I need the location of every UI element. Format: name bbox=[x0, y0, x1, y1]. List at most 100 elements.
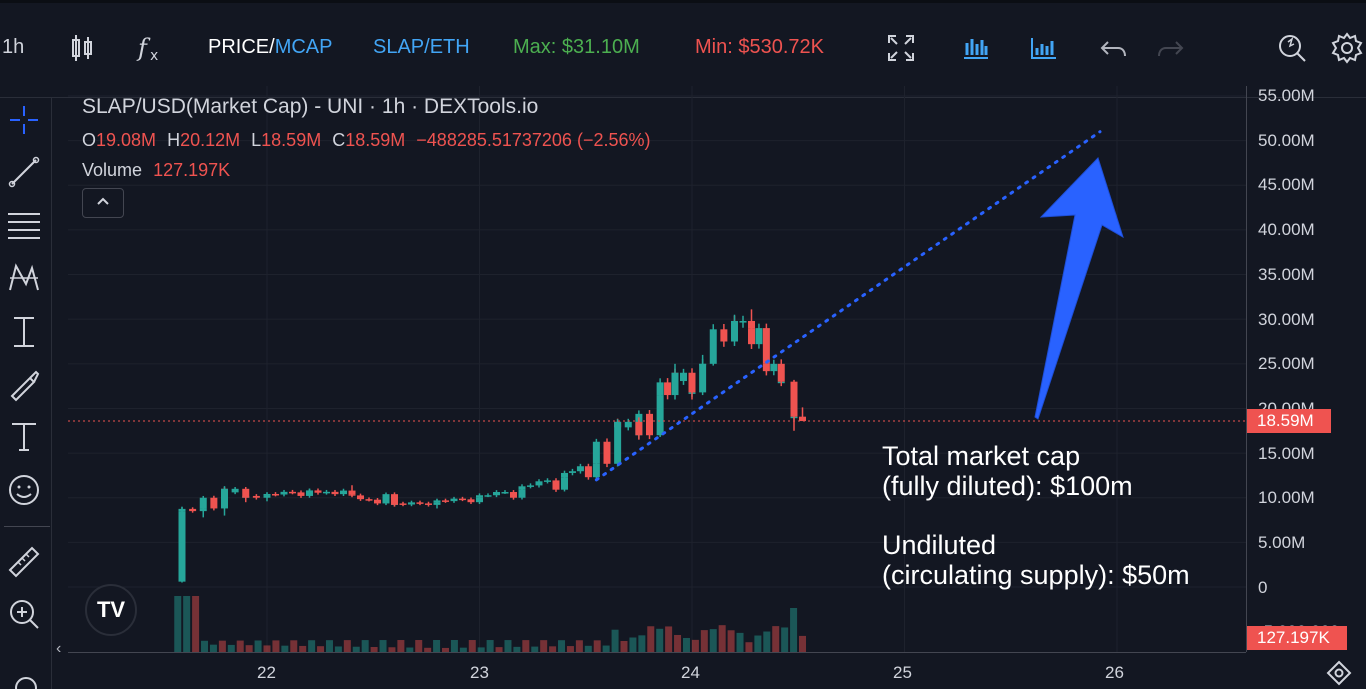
volume-bar bbox=[513, 646, 521, 652]
candle-body bbox=[664, 382, 672, 396]
close-label: C bbox=[332, 130, 346, 150]
candle-body bbox=[777, 363, 785, 382]
volume-bar bbox=[174, 596, 182, 652]
candle-body bbox=[671, 372, 679, 396]
text-icon[interactable] bbox=[4, 416, 44, 456]
volume-bar bbox=[379, 640, 387, 652]
open-value: 19.08M bbox=[96, 130, 157, 150]
candle-body bbox=[568, 471, 576, 473]
candle-body bbox=[221, 488, 228, 509]
emoji-icon[interactable] bbox=[4, 470, 44, 510]
volume-bar bbox=[317, 646, 325, 652]
price-tick: 15.00M bbox=[1258, 443, 1315, 463]
interval-selector[interactable]: 1h bbox=[2, 36, 25, 58]
magnet-icon[interactable] bbox=[4, 668, 44, 689]
measure-icon[interactable] bbox=[4, 312, 44, 352]
undo-icon[interactable] bbox=[1096, 30, 1132, 66]
candle-body bbox=[348, 490, 356, 495]
volume-bar bbox=[549, 646, 557, 652]
candle-body bbox=[374, 499, 381, 504]
trend-line-icon[interactable] bbox=[4, 152, 44, 192]
candle-body bbox=[688, 372, 696, 393]
candle-body bbox=[340, 490, 347, 495]
candle-body bbox=[306, 490, 313, 496]
time-tick: 26 bbox=[1105, 663, 1124, 682]
candle-body bbox=[450, 498, 458, 502]
volume-bars-icon[interactable] bbox=[1026, 30, 1062, 66]
candle-body bbox=[656, 382, 664, 396]
volume-bar bbox=[611, 629, 619, 652]
candle-body bbox=[178, 511, 186, 582]
time-axis[interactable] bbox=[68, 652, 1246, 689]
annotation-line-3: Undiluted bbox=[882, 530, 997, 560]
candle-body bbox=[484, 495, 492, 497]
candle-body bbox=[382, 494, 390, 504]
candle-body bbox=[576, 466, 584, 472]
candle-body bbox=[592, 441, 600, 464]
crosshair-icon[interactable] bbox=[4, 100, 44, 140]
collapse-legend-button[interactable] bbox=[82, 188, 124, 218]
time-tick: 24 bbox=[681, 663, 700, 682]
pattern-icon[interactable] bbox=[4, 258, 44, 298]
zoom-icon[interactable] bbox=[1274, 30, 1310, 66]
candle-body bbox=[459, 498, 466, 501]
candle-body bbox=[365, 499, 373, 501]
volume-bar bbox=[504, 640, 512, 652]
chart-title: SLAP/USD(Market Cap) - UNI · 1h · DEXToo… bbox=[82, 95, 539, 118]
axis-settings-icon[interactable] bbox=[1322, 658, 1356, 688]
pair-toggle[interactable]: SLAP/ETH bbox=[373, 36, 470, 58]
volume-bar bbox=[209, 644, 217, 652]
chevron-up-icon bbox=[97, 197, 109, 205]
volume-bar bbox=[272, 640, 280, 652]
bars-icon[interactable] bbox=[958, 30, 994, 66]
svg-text:x: x bbox=[150, 48, 158, 64]
settings-icon[interactable] bbox=[1329, 30, 1365, 66]
collapse-sidebar-icon[interactable]: ‹ bbox=[56, 640, 62, 657]
ruler-icon[interactable] bbox=[4, 542, 44, 582]
candle-body bbox=[501, 492, 509, 494]
price-chart[interactable] bbox=[68, 86, 1246, 652]
candle-body bbox=[272, 493, 279, 496]
volume-bar bbox=[236, 640, 244, 652]
annotation-line-2: (fully diluted): $100m bbox=[882, 471, 1133, 501]
volume-bar bbox=[308, 640, 316, 652]
low-label: L bbox=[251, 130, 262, 150]
brush-icon[interactable] bbox=[4, 364, 44, 404]
chart-legend: SLAP/USD(Market Cap) - UNI · 1h · DEXToo… bbox=[82, 95, 650, 185]
candle-body bbox=[739, 320, 747, 323]
candle-body bbox=[323, 491, 330, 494]
volume-bar bbox=[754, 635, 762, 652]
volume-bar bbox=[459, 647, 467, 652]
mode-toggle[interactable]: PRICE/MCAP bbox=[208, 36, 332, 59]
redo-icon[interactable] bbox=[1152, 30, 1188, 66]
high-value: 20.12M bbox=[180, 130, 241, 150]
candle-body bbox=[314, 490, 322, 493]
candles-icon[interactable] bbox=[64, 30, 100, 66]
price-tick: 45.00M bbox=[1258, 175, 1315, 195]
tradingview-logo[interactable]: TV bbox=[85, 584, 137, 636]
price-tick: 40.00M bbox=[1258, 220, 1315, 240]
candle-body bbox=[476, 497, 483, 503]
candle-body bbox=[467, 499, 475, 503]
volume-bar bbox=[299, 645, 307, 652]
zoom-in-icon[interactable] bbox=[4, 594, 44, 634]
candle-body bbox=[656, 395, 664, 436]
volume-bar bbox=[745, 642, 753, 652]
price-tick: 5.00M bbox=[1258, 533, 1306, 552]
annotation-line-1: Total market cap bbox=[882, 441, 1081, 471]
volume-bar bbox=[790, 608, 798, 652]
candle-body bbox=[252, 495, 260, 498]
candle-body bbox=[561, 477, 568, 490]
time-tick: 22 bbox=[257, 663, 276, 682]
indicators-icon[interactable]: f x bbox=[132, 30, 168, 66]
volume-bar bbox=[388, 647, 396, 652]
volume-value: 127.197K bbox=[153, 160, 231, 180]
time-tick: 25 bbox=[893, 663, 912, 682]
fullscreen-icon[interactable] bbox=[883, 30, 919, 66]
volume-bar bbox=[424, 647, 432, 652]
volume-bar bbox=[192, 596, 200, 652]
volume-bar bbox=[290, 640, 298, 652]
volume-bar bbox=[674, 634, 682, 652]
fib-retracement-icon[interactable] bbox=[4, 206, 44, 246]
price-axis[interactable] bbox=[1246, 86, 1366, 652]
